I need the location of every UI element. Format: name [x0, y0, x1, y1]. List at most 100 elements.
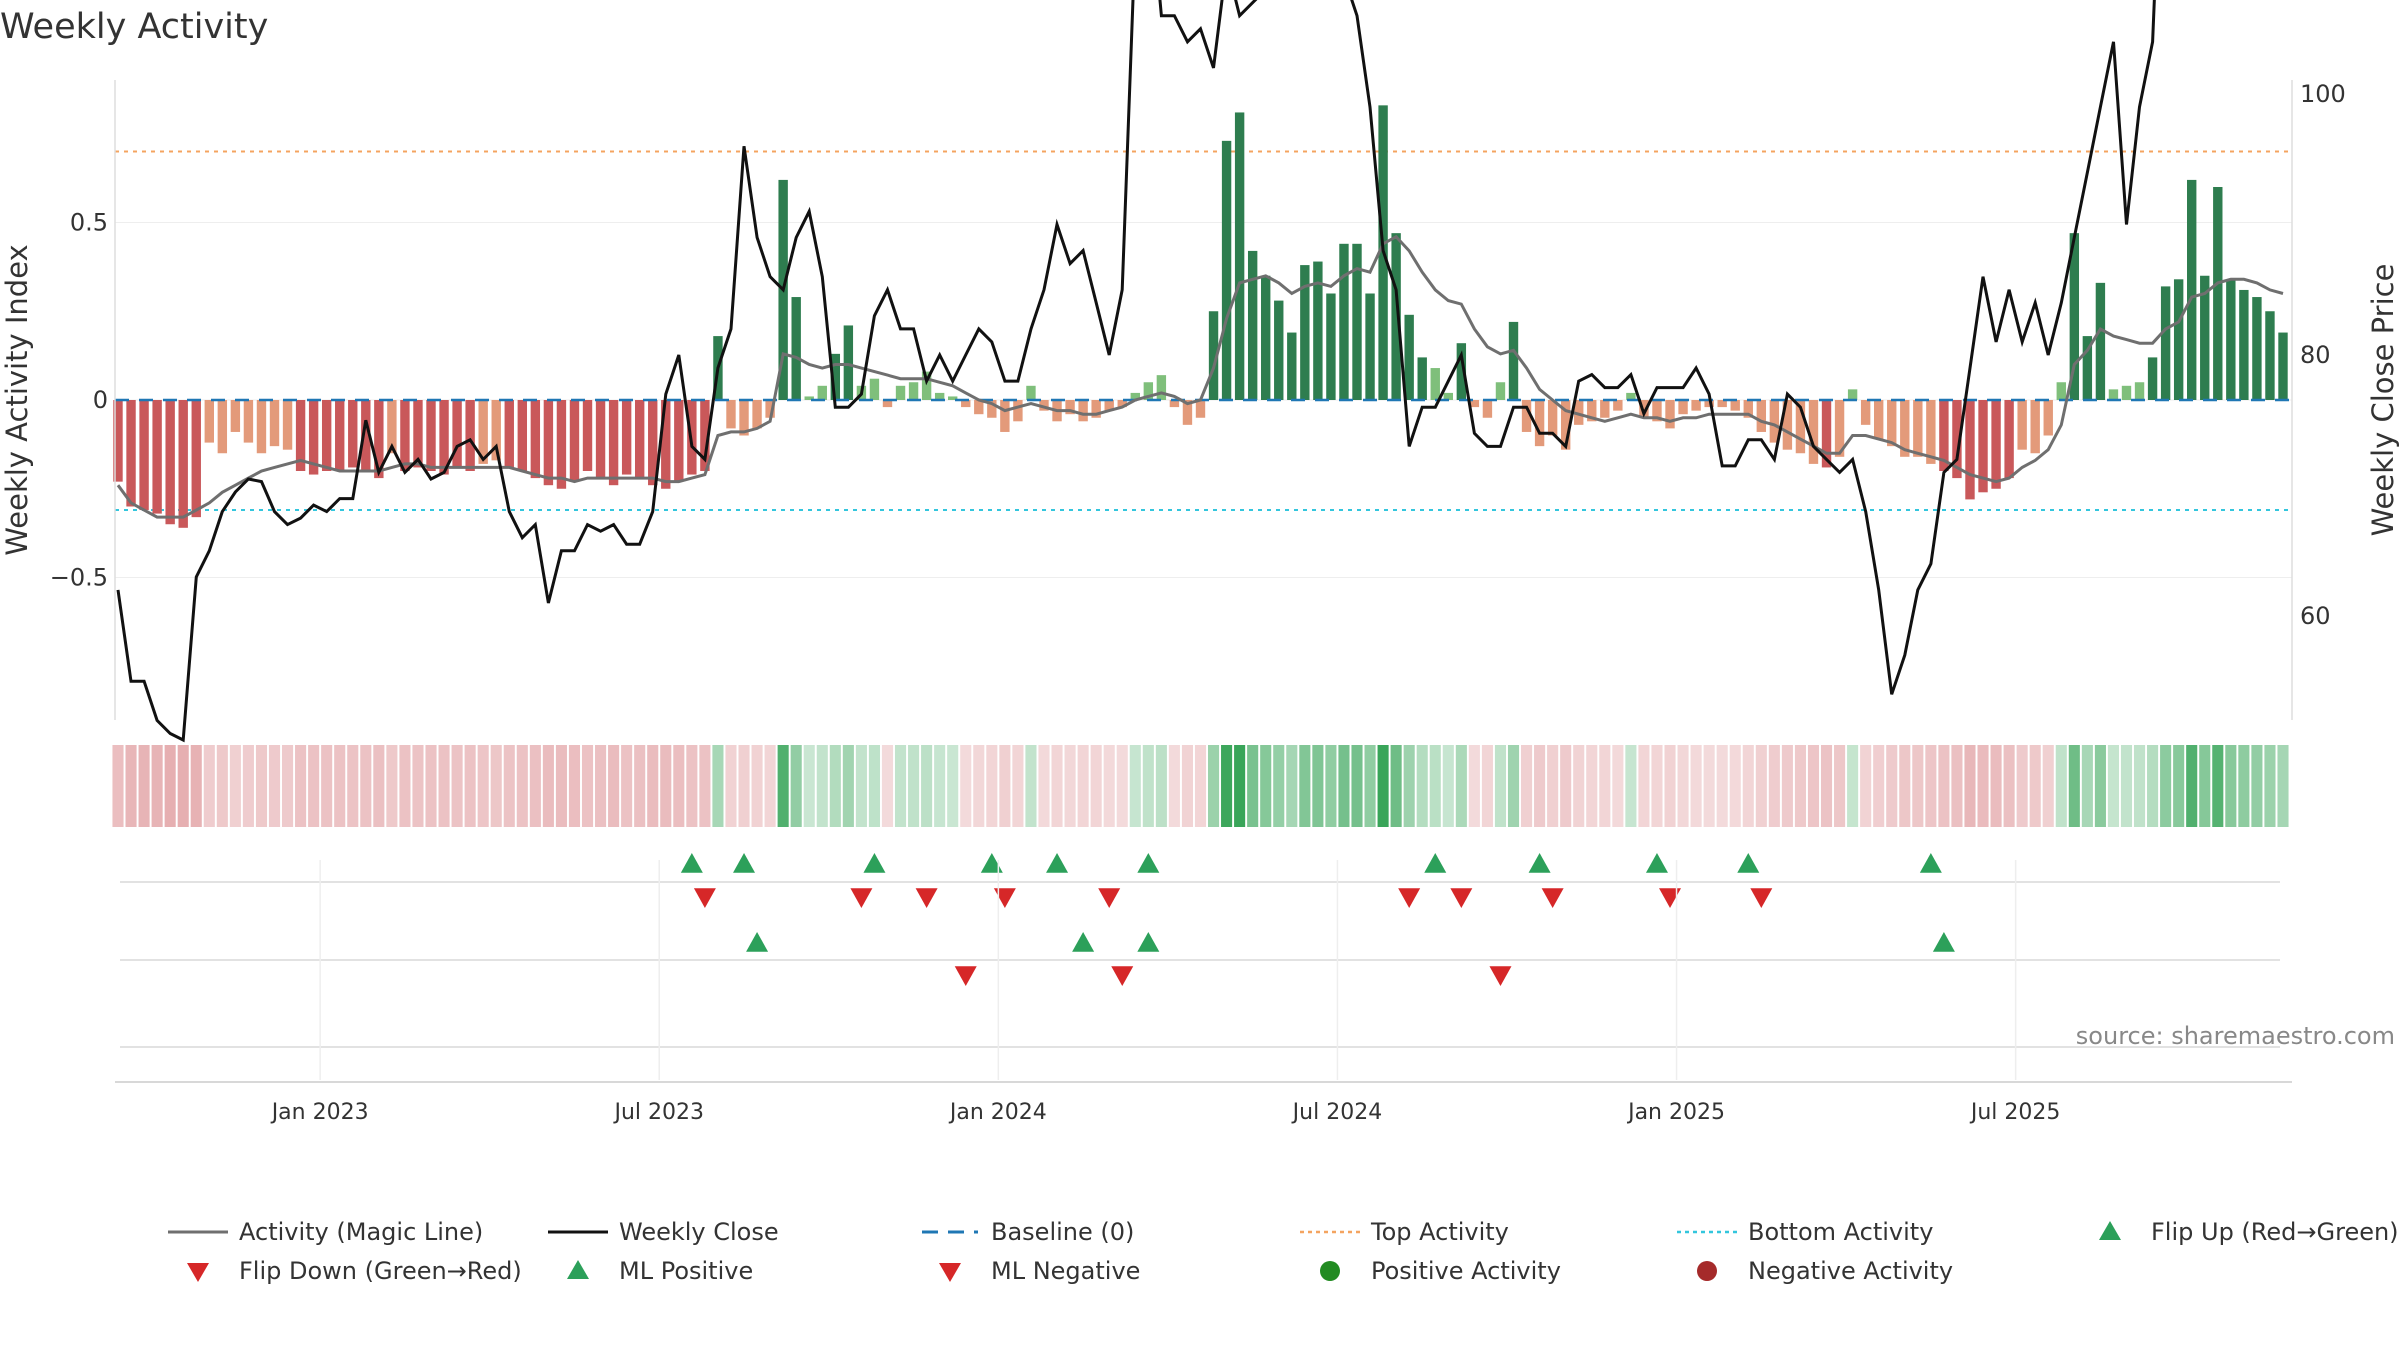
activity-bar	[1078, 400, 1088, 422]
activity-bar	[2095, 282, 2106, 400]
activity-bar	[1691, 400, 1701, 411]
legend-label: Baseline (0)	[991, 1218, 1134, 1246]
activity-bar	[126, 400, 136, 507]
heat-cell	[1038, 745, 1050, 827]
heat-cell	[829, 745, 841, 827]
heat-cell	[1247, 745, 1259, 827]
activity-bar	[2213, 187, 2223, 400]
activity-bar	[2226, 279, 2236, 400]
flip-down-marker	[693, 888, 716, 908]
heat-cell	[1638, 745, 1650, 827]
flip-down-marker	[1750, 888, 1773, 908]
activity-bar	[1534, 400, 1545, 447]
activity-bar	[1756, 400, 1767, 432]
activity-bar	[1952, 400, 1962, 479]
legend-swatch	[567, 1260, 589, 1279]
heat-cell	[2225, 745, 2237, 827]
activity-bar	[2278, 332, 2288, 400]
activity-bar	[895, 385, 906, 400]
activity-bar	[1495, 382, 1506, 400]
heat-cell	[555, 745, 567, 827]
activity-bar	[1821, 400, 1832, 468]
heat-cell	[738, 745, 750, 827]
heat-cell	[2029, 745, 2041, 827]
heat-cell	[868, 745, 880, 827]
flip-down-marker	[1398, 888, 1421, 908]
activity-bar	[295, 400, 306, 471]
heat-cell	[1625, 745, 1637, 827]
activity-bar	[1417, 357, 1427, 400]
heat-cell	[1012, 745, 1024, 827]
heat-cell	[1090, 745, 1102, 827]
heat-cell	[621, 745, 633, 827]
activity-bar	[348, 400, 358, 468]
activity-bar	[1743, 400, 1753, 418]
activity-bar	[1717, 400, 1727, 408]
heat-cell	[1938, 745, 1950, 827]
heat-cell	[242, 745, 254, 827]
heat-cell	[2042, 745, 2054, 827]
heat-cell	[164, 745, 176, 827]
heat-cell	[1755, 745, 1767, 827]
activity-bar	[869, 378, 880, 400]
activity-bar	[1600, 400, 1610, 418]
ml-negative-marker	[1489, 966, 1512, 986]
flip-down-marker	[915, 888, 938, 908]
activity-bar	[1208, 311, 1219, 400]
activity-bar	[948, 396, 958, 400]
heat-cell	[1142, 745, 1154, 827]
activity-bar	[1613, 400, 1623, 411]
heat-cell	[1781, 745, 1793, 827]
legend-item-2: Baseline (0)	[922, 1218, 1134, 1246]
heat-cell	[1194, 745, 1207, 827]
activity-bar	[804, 396, 814, 400]
heat-cell	[503, 745, 515, 827]
heat-cell	[777, 745, 789, 827]
activity-bar	[1834, 400, 1845, 457]
activity-bar	[843, 325, 854, 400]
activity-bar	[1143, 382, 1154, 400]
heat-cell	[2199, 745, 2211, 827]
activity-bar	[1443, 392, 1453, 400]
heat-cell	[934, 745, 946, 827]
activity-bar	[1065, 400, 1075, 415]
heat-cell	[216, 745, 228, 827]
heat-cell	[2003, 745, 2015, 827]
legend-swatch	[939, 1263, 961, 1282]
heat-cell	[803, 745, 815, 827]
flip-up-marker	[1046, 853, 1069, 873]
activity-bar	[1469, 400, 1480, 408]
heat-cell	[177, 745, 189, 827]
heat-cell	[125, 745, 137, 827]
flip-up-marker	[1737, 853, 1760, 873]
heat-cell	[764, 745, 776, 827]
heat-cell	[1612, 745, 1624, 827]
activity-bar	[2134, 382, 2145, 400]
activity-bar	[1913, 400, 1923, 457]
heat-cell	[855, 745, 867, 827]
heat-cell	[412, 745, 424, 827]
heat-cell	[1077, 745, 1089, 827]
heat-cell	[1064, 745, 1076, 827]
activity-bar	[1391, 233, 1401, 400]
heat-cell	[2133, 745, 2146, 827]
heat-cell	[1442, 745, 1454, 827]
heat-cell	[2212, 745, 2224, 827]
heat-cell	[529, 745, 541, 827]
heat-cell	[1899, 745, 1911, 827]
legend-item-4: Bottom Activity	[1677, 1218, 1933, 1246]
heat-cell	[647, 745, 659, 827]
activity-bar	[582, 400, 593, 471]
legend-item-6: Flip Down (Green→Red)	[187, 1257, 522, 1285]
activity-bar	[1130, 392, 1140, 400]
heat-cell	[1494, 745, 1507, 827]
ml-negative-marker	[1111, 966, 1134, 986]
activity-bar	[2187, 179, 2197, 400]
activity-bar	[426, 400, 436, 471]
activity-bar	[452, 400, 462, 468]
heat-cell	[490, 745, 502, 827]
legend-label: Weekly Close	[619, 1218, 779, 1246]
legend-swatch	[2099, 1221, 2121, 1240]
heat-cell	[1468, 745, 1480, 827]
